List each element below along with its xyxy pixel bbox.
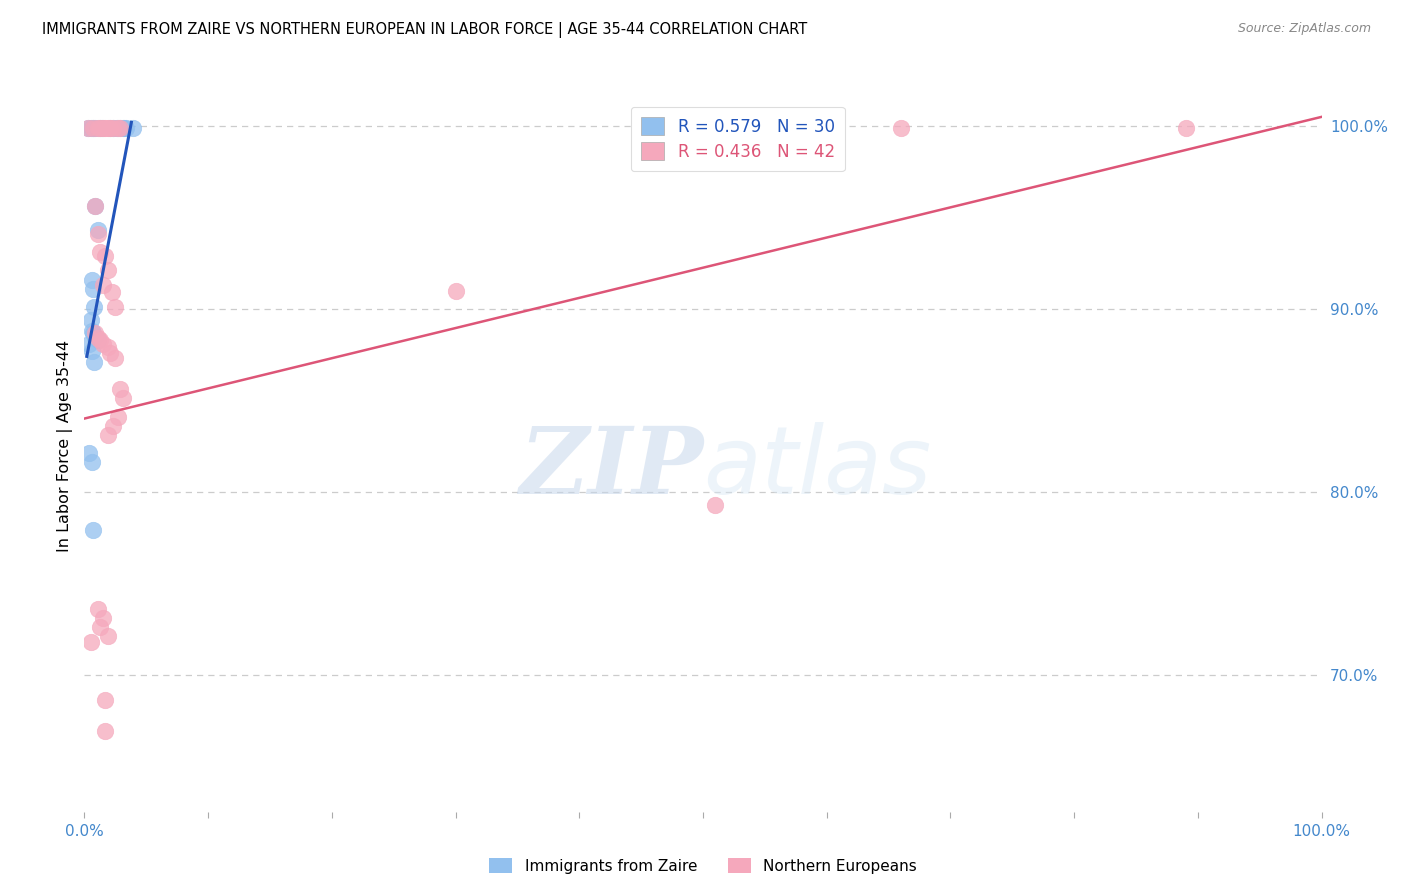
Point xyxy=(87,331,110,345)
Text: atlas: atlas xyxy=(703,423,931,514)
Point xyxy=(82,282,104,296)
Point xyxy=(79,120,101,135)
Point xyxy=(107,120,129,135)
Point xyxy=(84,120,107,135)
Point xyxy=(704,498,727,512)
Point xyxy=(97,340,120,354)
Point xyxy=(80,343,103,358)
Point xyxy=(110,120,132,135)
Point xyxy=(111,120,134,135)
Point xyxy=(80,455,103,469)
Point xyxy=(91,278,114,293)
Point xyxy=(82,120,104,135)
Point xyxy=(98,120,121,135)
Point xyxy=(105,120,128,135)
Point xyxy=(89,620,111,634)
Point xyxy=(97,120,120,135)
Point xyxy=(82,326,104,340)
Point xyxy=(444,284,467,298)
Point xyxy=(890,120,912,135)
Point xyxy=(79,634,101,648)
Y-axis label: In Labor Force | Age 35-44: In Labor Force | Age 35-44 xyxy=(58,340,73,552)
Point xyxy=(100,285,122,300)
Point xyxy=(84,199,107,213)
Point xyxy=(107,409,129,424)
Point xyxy=(121,120,143,135)
Legend: R = 0.579   N = 30, R = 0.436   N = 42: R = 0.579 N = 30, R = 0.436 N = 42 xyxy=(631,107,845,171)
Point xyxy=(77,120,100,135)
Point xyxy=(79,446,101,460)
Point xyxy=(80,324,103,338)
Point xyxy=(80,272,103,286)
Point xyxy=(83,355,105,369)
Point xyxy=(101,120,124,135)
Point xyxy=(87,120,110,135)
Point xyxy=(82,120,104,135)
Point xyxy=(87,227,110,241)
Point xyxy=(87,223,110,237)
Point xyxy=(98,345,121,359)
Point xyxy=(84,326,107,340)
Point xyxy=(91,336,114,351)
Point xyxy=(89,333,111,347)
Point xyxy=(101,120,124,135)
Point xyxy=(94,249,117,263)
Point xyxy=(97,263,120,277)
Point xyxy=(97,629,120,643)
Point xyxy=(110,120,132,135)
Point xyxy=(79,313,101,327)
Point xyxy=(90,120,112,135)
Point xyxy=(97,428,120,442)
Point xyxy=(104,300,127,314)
Point xyxy=(79,336,101,351)
Point xyxy=(104,351,127,366)
Point xyxy=(77,120,100,135)
Point xyxy=(101,418,124,433)
Point xyxy=(98,120,121,135)
Point xyxy=(91,611,114,625)
Point xyxy=(89,120,111,135)
Point xyxy=(89,120,111,135)
Point xyxy=(87,601,110,615)
Text: Source: ZipAtlas.com: Source: ZipAtlas.com xyxy=(1237,22,1371,36)
Point xyxy=(87,333,110,347)
Point xyxy=(82,523,104,537)
Legend: Immigrants from Zaire, Northern Europeans: Immigrants from Zaire, Northern European… xyxy=(484,852,922,880)
Point xyxy=(84,331,107,345)
Point xyxy=(94,724,117,739)
Point xyxy=(91,120,114,135)
Point xyxy=(89,245,111,260)
Point xyxy=(111,392,134,406)
Text: IMMIGRANTS FROM ZAIRE VS NORTHERN EUROPEAN IN LABOR FORCE | AGE 35-44 CORRELATIO: IMMIGRANTS FROM ZAIRE VS NORTHERN EUROPE… xyxy=(42,22,807,38)
Point xyxy=(94,120,117,135)
Point xyxy=(94,693,117,707)
Point xyxy=(1174,120,1197,135)
Point xyxy=(115,120,138,135)
Point xyxy=(84,199,107,213)
Point xyxy=(110,382,132,396)
Point xyxy=(83,300,105,314)
Point xyxy=(112,120,135,135)
Text: ZIP: ZIP xyxy=(519,423,703,513)
